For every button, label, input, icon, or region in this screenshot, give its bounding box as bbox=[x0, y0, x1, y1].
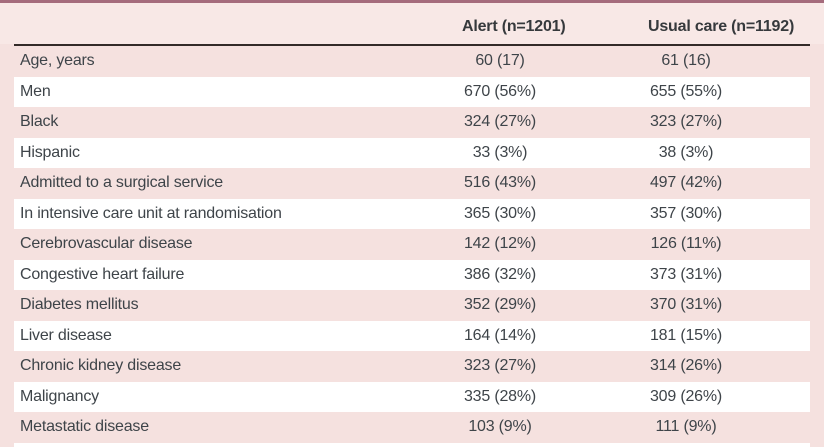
cell-alert: 142 (12%) bbox=[463, 235, 537, 253]
table-row: Cerebrovascular disease 142 (12%) 126 (1… bbox=[14, 229, 810, 260]
cell-usual: 373 (31%) bbox=[649, 265, 723, 283]
cell-alert: 352 (29%) bbox=[463, 296, 537, 314]
table-row: Men 670 (56%) 655 (55%) bbox=[14, 76, 810, 107]
row-label: Congestive heart failure bbox=[20, 265, 185, 283]
cell-alert: 516 (43%) bbox=[463, 174, 537, 192]
cell-alert: 323 (27%) bbox=[463, 357, 537, 375]
row-label: Liver disease bbox=[20, 326, 112, 344]
cell-usual: 181 (15%) bbox=[649, 326, 723, 344]
cell-alert: 103 (9%) bbox=[468, 418, 532, 436]
cell-alert: 33 (3%) bbox=[472, 143, 528, 161]
cell-usual: 309 (26%) bbox=[649, 387, 723, 405]
table-row: Liver disease 164 (14%) 181 (15%) bbox=[14, 320, 810, 351]
table-header: Alert (n=1201) Usual care (n=1192) bbox=[0, 3, 824, 44]
row-label: Hispanic bbox=[20, 143, 80, 161]
row-label: Chronic kidney disease bbox=[20, 357, 182, 375]
row-label: Black bbox=[20, 113, 59, 131]
row-label: In intensive care unit at randomisation bbox=[20, 204, 282, 222]
table-row: Admitted to a surgical service 516 (43%)… bbox=[14, 168, 810, 199]
cell-usual: 497 (42%) bbox=[649, 174, 723, 192]
table-row: Diabetes mellitus 352 (29%) 370 (31%) bbox=[14, 290, 810, 321]
column-header-usual-care: Usual care (n=1192) bbox=[648, 17, 795, 35]
cell-alert: 335 (28%) bbox=[463, 387, 537, 405]
row-label: Admitted to a surgical service bbox=[20, 174, 223, 192]
table-row: Metastatic disease 103 (9%) 111 (9%) bbox=[14, 412, 810, 443]
table-row: Hispanic 33 (3%) 38 (3%) bbox=[14, 137, 810, 168]
cell-usual: 323 (27%) bbox=[649, 113, 723, 131]
cell-alert: 60 (17) bbox=[475, 52, 525, 70]
row-label: Age, years bbox=[20, 52, 95, 70]
cell-usual: 126 (11%) bbox=[650, 235, 722, 253]
table-row: Age, years 60 (17) 61 (16) bbox=[14, 46, 810, 77]
table-row: Congestive heart failure 386 (32%) 373 (… bbox=[14, 259, 810, 290]
cell-alert: 386 (32%) bbox=[463, 265, 537, 283]
row-label: Cerebrovascular disease bbox=[20, 235, 193, 253]
cell-alert: 164 (14%) bbox=[463, 326, 537, 344]
accent-top-bar bbox=[0, 0, 824, 3]
cell-usual: 61 (16) bbox=[661, 52, 711, 70]
cell-usual: 314 (26%) bbox=[649, 357, 723, 375]
table-row: Black 324 (27%) 323 (27%) bbox=[14, 107, 810, 138]
cell-usual: 370 (31%) bbox=[649, 296, 723, 314]
cell-usual: 38 (3%) bbox=[658, 143, 714, 161]
row-label: Diabetes mellitus bbox=[20, 296, 139, 314]
cropped-next-row bbox=[14, 442, 810, 447]
row-label: Malignancy bbox=[20, 387, 99, 405]
cell-usual: 111 (9%) bbox=[655, 418, 717, 436]
table-row: Chronic kidney disease 323 (27%) 314 (26… bbox=[14, 351, 810, 382]
cell-usual: 357 (30%) bbox=[649, 204, 723, 222]
column-header-alert: Alert (n=1201) bbox=[462, 17, 566, 35]
header-divider-rule bbox=[14, 44, 810, 46]
table-rows: Age, years 60 (17) 61 (16) Men 670 (56%)… bbox=[14, 46, 810, 443]
cell-alert: 324 (27%) bbox=[463, 113, 537, 131]
cell-alert: 670 (56%) bbox=[463, 82, 537, 100]
row-label: Men bbox=[20, 82, 51, 100]
table-row: In intensive care unit at randomisation … bbox=[14, 198, 810, 229]
cell-alert: 365 (30%) bbox=[463, 204, 537, 222]
cell-usual: 655 (55%) bbox=[649, 82, 723, 100]
table-row: Malignancy 335 (28%) 309 (26%) bbox=[14, 381, 810, 412]
row-label: Metastatic disease bbox=[20, 418, 149, 436]
